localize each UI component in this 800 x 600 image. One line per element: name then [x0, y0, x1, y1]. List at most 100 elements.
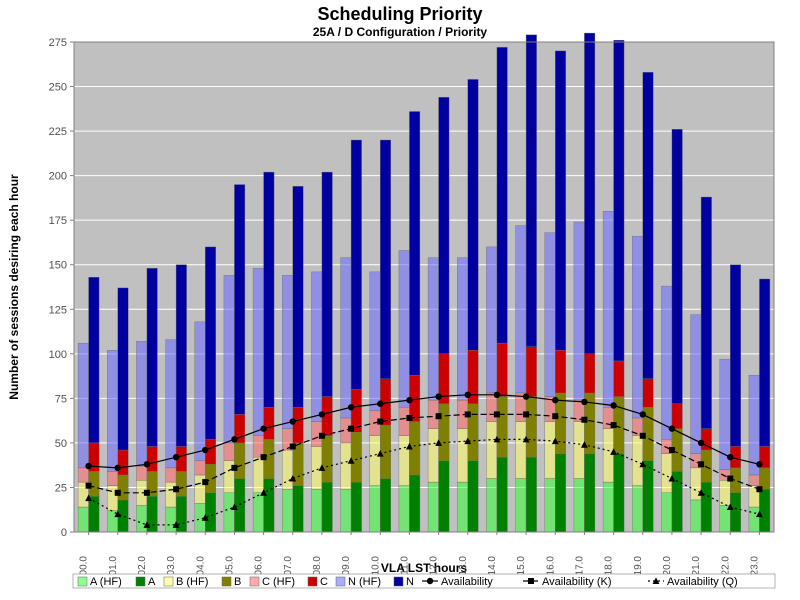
- bar-B: [118, 475, 129, 500]
- bar-C: [147, 446, 158, 471]
- bar-B_HF: [282, 450, 293, 489]
- xtick-label: 09.0: [341, 556, 352, 576]
- bar-N: [643, 72, 654, 378]
- bar-N_HF: [691, 315, 702, 454]
- legend: A (HF)AB (HF)BC (HF)CN (HF)NAvailability…: [73, 574, 775, 588]
- bar-A: [380, 479, 391, 532]
- bar-N_HF: [370, 272, 381, 411]
- bar-A_HF: [253, 493, 263, 532]
- bar-B_HF: [545, 422, 556, 479]
- bar-N_HF: [545, 233, 556, 397]
- bar-B: [351, 432, 362, 482]
- bar-A: [526, 457, 537, 532]
- y-axis-label: Number of sessions desiring each hour: [7, 174, 21, 400]
- legend-swatch: [136, 577, 145, 586]
- bar-B: [439, 404, 450, 461]
- xtick-label: 20.0: [662, 556, 673, 576]
- bar-N_HF: [457, 258, 468, 401]
- ytick-label: 0: [61, 527, 67, 539]
- bar-B: [497, 397, 508, 458]
- bar-C_HF: [224, 443, 235, 461]
- xtick-label: 00.0: [79, 556, 90, 576]
- bar-N_HF: [749, 375, 760, 475]
- bar-N_HF: [224, 275, 235, 442]
- legend-label: B: [234, 576, 241, 588]
- bar-C_HF: [749, 475, 760, 486]
- xtick-label: 13.0: [458, 556, 469, 576]
- bar-N: [759, 279, 770, 446]
- bar-B_HF: [720, 480, 731, 505]
- bar-N_HF: [282, 275, 293, 428]
- xtick-label: 12.0: [429, 556, 440, 576]
- bar-A_HF: [691, 500, 702, 532]
- legend-label: Availability (K): [542, 576, 612, 588]
- xtick-label: 22.0: [720, 556, 731, 576]
- bar-N: [701, 197, 712, 429]
- bar-A: [584, 454, 595, 532]
- bar-A: [701, 482, 712, 532]
- ytick-label: 50: [55, 438, 67, 450]
- bar-A: [730, 493, 741, 532]
- ytick-label: 100: [49, 349, 67, 361]
- bar-N_HF: [166, 340, 177, 468]
- xtick-label: 07.0: [283, 556, 294, 576]
- bar-C: [118, 450, 129, 475]
- xtick-label: 21.0: [691, 556, 702, 576]
- bar-N_HF: [603, 211, 614, 407]
- bar-N: [351, 140, 362, 389]
- bar-A_HF: [399, 486, 410, 532]
- bar-N_HF: [516, 226, 527, 393]
- bar-C: [672, 404, 683, 429]
- xtick-label: 01.0: [108, 556, 119, 576]
- legend-swatch: [250, 577, 259, 586]
- bar-C: [584, 354, 595, 393]
- bar-A: [322, 482, 333, 532]
- bar-N: [205, 247, 216, 439]
- bar-N_HF: [195, 322, 206, 461]
- bar-A_HF: [545, 479, 556, 532]
- xtick-label: 06.0: [254, 556, 265, 576]
- xtick-label: 14.0: [487, 556, 498, 576]
- bar-N: [468, 79, 479, 350]
- bar-B_HF: [428, 429, 439, 482]
- xtick-label: 08.0: [312, 556, 323, 576]
- legend-label: N (HF): [348, 576, 381, 588]
- bar-A_HF: [224, 493, 235, 532]
- bar-A_HF: [749, 507, 760, 532]
- bar-A: [409, 475, 420, 532]
- bar-B_HF: [516, 422, 527, 479]
- xtick-label: 02.0: [137, 556, 148, 576]
- xtick-label: 17.0: [574, 556, 585, 576]
- bar-A: [759, 489, 770, 532]
- bar-N_HF: [253, 268, 263, 435]
- bar-C: [555, 350, 566, 393]
- bar-N_HF: [632, 236, 643, 418]
- bar-A_HF: [78, 507, 89, 532]
- bar-N: [672, 129, 683, 403]
- legend-label: Availability: [441, 576, 493, 588]
- bar-A_HF: [632, 486, 643, 532]
- bar-N_HF: [486, 247, 497, 393]
- ytick-label: 250: [49, 82, 67, 94]
- bar-A_HF: [311, 489, 322, 532]
- legend-swatch: [164, 577, 173, 586]
- bar-N: [526, 35, 537, 347]
- bar-C_HF: [253, 436, 263, 457]
- bar-A: [293, 486, 304, 532]
- bar-B: [176, 471, 187, 496]
- bar-B_HF: [457, 429, 468, 482]
- bar-A: [497, 457, 508, 532]
- bar-A: [264, 479, 275, 532]
- legend-label: A: [148, 576, 156, 588]
- bar-N: [730, 265, 741, 447]
- legend-swatch: [308, 577, 317, 586]
- bar-N: [176, 265, 187, 447]
- ytick-label: 25: [55, 482, 67, 494]
- bar-C_HF: [195, 461, 206, 475]
- bar-C: [264, 407, 275, 439]
- xtick-label: 11.0: [399, 556, 410, 575]
- bar-A_HF: [516, 479, 527, 532]
- bar-N: [380, 140, 391, 379]
- chart-title: Scheduling Priority: [317, 4, 482, 24]
- bar-C: [614, 361, 625, 397]
